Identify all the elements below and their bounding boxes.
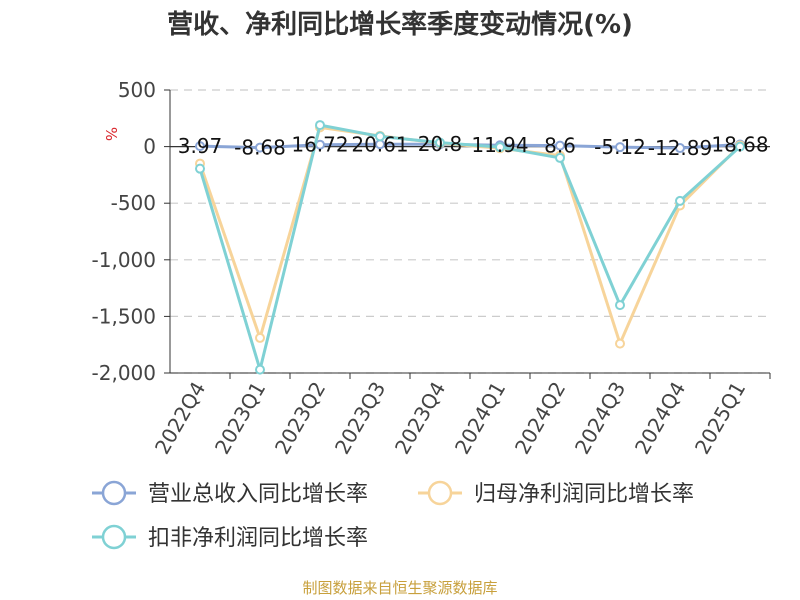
data-point	[555, 152, 565, 163]
x-tick-label: 2022Q4	[150, 378, 210, 459]
data-point	[615, 142, 625, 153]
data-label: -8.68	[234, 136, 286, 160]
data-label: -5.12	[594, 135, 646, 159]
series-line	[198, 123, 742, 372]
legend-swatch-marker	[101, 480, 127, 506]
legend-label: 营业总收入同比增长率	[148, 482, 368, 507]
y-tick-label: -1,000	[92, 248, 156, 272]
data-label: 18.68	[711, 132, 768, 156]
data-point	[255, 332, 265, 343]
y-tick-label: -1,500	[92, 304, 156, 328]
data-label: 16.72	[291, 133, 348, 157]
data-label: 11.94	[471, 133, 528, 157]
x-tick-label: 2023Q2	[270, 378, 330, 459]
data-point	[615, 338, 625, 349]
x-tick-label: 2024Q1	[450, 378, 510, 459]
x-tick-label: 2025Q1	[690, 378, 750, 459]
gridlines	[170, 89, 770, 374]
y-tick-label: 500	[118, 78, 156, 102]
data-point	[255, 142, 265, 153]
data-point	[255, 364, 265, 375]
data-point	[675, 195, 685, 206]
y-axis-unit-label: %	[102, 127, 120, 141]
x-tick-label: 2024Q2	[510, 378, 570, 459]
data-label: 3.97	[178, 134, 223, 158]
data-point	[555, 140, 565, 151]
data-labels: 3.97 -8.68 16.72 20.61 20.8 11.94 8.6 -5.12 -12.…	[178, 132, 769, 160]
chart-title: 营收、净利同比增长率季度变动情况(%)	[167, 10, 633, 40]
y-tick-label: -500	[111, 191, 156, 215]
data-label: 20.61	[351, 132, 408, 156]
data-point	[615, 300, 625, 311]
source-note: 制图数据来自恒生聚源数据库	[302, 579, 498, 597]
data-point	[735, 141, 745, 152]
data-point	[435, 137, 445, 148]
data-point	[675, 143, 685, 154]
data-point	[195, 141, 205, 152]
data-point	[375, 131, 385, 142]
legend-swatch-marker	[101, 524, 127, 550]
x-tick-label: 2023Q3	[330, 378, 390, 459]
data-point	[495, 142, 505, 153]
x-tick-label: 2024Q3	[570, 378, 630, 459]
y-tick-label: 0	[143, 135, 156, 159]
legend-swatch-marker	[427, 480, 453, 506]
x-tick-label: 2024Q4	[630, 378, 690, 459]
data-label: -12.89	[648, 136, 712, 160]
x-tick-label: 2023Q4	[390, 378, 450, 459]
series-lines	[195, 120, 745, 375]
x-tick-label: 2023Q1	[210, 378, 270, 459]
data-point	[195, 163, 205, 174]
data-label: 8.6	[544, 134, 576, 158]
legend-label: 归母净利润同比增长率	[474, 482, 694, 507]
legend-label: 扣非净利润同比增长率	[148, 526, 368, 551]
data-label: 20.8	[418, 132, 463, 156]
data-point	[315, 120, 325, 131]
y-tick-label: -2,000	[92, 361, 156, 385]
